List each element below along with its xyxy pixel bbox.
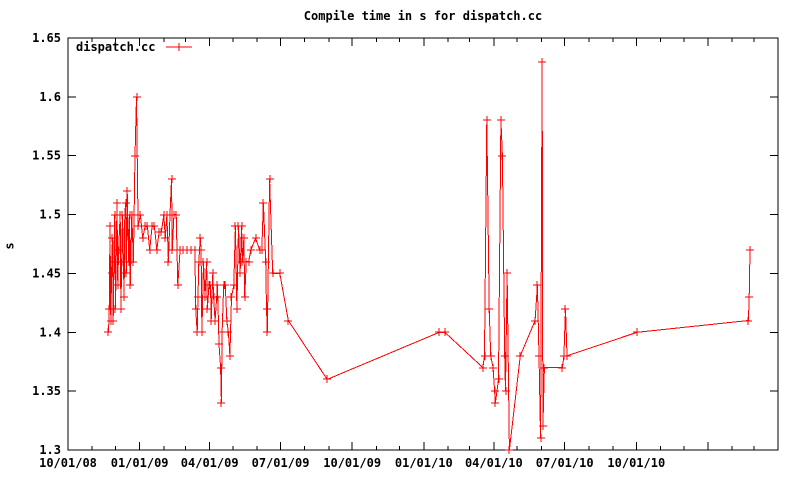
x-tick-label: 04/01/09 [181, 456, 239, 470]
plot-border [67, 37, 779, 451]
y-tick-label: 1.65 [32, 31, 61, 45]
x-tick-label: 01/01/10 [395, 456, 453, 470]
x-tick-label: 04/01/10 [465, 456, 523, 470]
y-tick-label: 1.6 [39, 90, 61, 104]
legend-sample-marker [175, 43, 183, 51]
y-tick-label: 1.4 [39, 325, 61, 339]
y-tick-label: 1.55 [32, 149, 61, 163]
legend-series-label: dispatch.cc [76, 40, 156, 54]
series-line [108, 61, 751, 451]
x-tick-label: 07/01/10 [536, 456, 594, 470]
y-tick-label: 1.45 [32, 266, 61, 280]
chart-title: Compile time in s for dispatch.cc [303, 9, 543, 23]
y-tick-label: 1.5 [39, 208, 61, 222]
series-markers [104, 58, 754, 454]
x-tick-label: 01/01/09 [111, 456, 169, 470]
y-axis-label: s [2, 242, 17, 250]
y-tick-label: 1.3 [39, 443, 61, 457]
x-tick-label: 10/01/08 [39, 456, 97, 470]
x-tick-label: 10/01/09 [323, 456, 381, 470]
x-tick-label: 10/01/10 [607, 456, 665, 470]
y-tick-label: 1.35 [32, 384, 61, 398]
x-tick-label: 07/01/09 [252, 456, 310, 470]
